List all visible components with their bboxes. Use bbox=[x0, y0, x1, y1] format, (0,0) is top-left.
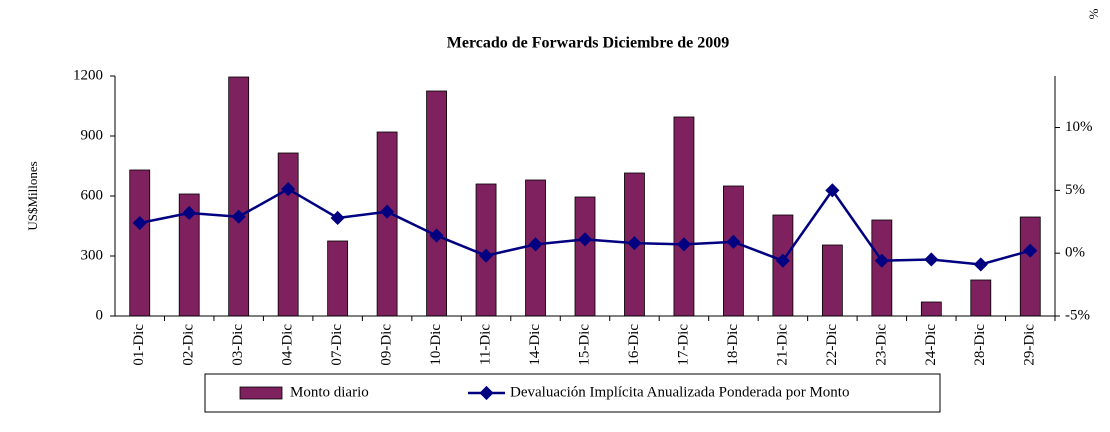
marker bbox=[577, 232, 593, 247]
marker bbox=[1023, 243, 1038, 258]
y2-tick-label: 0% bbox=[1065, 245, 1085, 261]
y-tick-label: 0 bbox=[96, 307, 104, 323]
legend-swatch bbox=[239, 386, 283, 400]
x-tick-label: 11-Dic bbox=[477, 324, 493, 365]
bar bbox=[129, 169, 151, 317]
legend-box bbox=[204, 373, 941, 413]
x-tick-label: 16-Dic bbox=[626, 324, 642, 366]
marker bbox=[281, 182, 296, 197]
bar bbox=[920, 301, 942, 317]
marker bbox=[726, 234, 741, 249]
marker bbox=[429, 228, 444, 243]
marker bbox=[627, 236, 642, 251]
x-tick-label: 03-Dic bbox=[230, 324, 246, 366]
y2-tick-label: -5% bbox=[1065, 307, 1090, 323]
x-tick-label: 28-Dic bbox=[972, 324, 988, 366]
x-tick-label: 29-Dic bbox=[1022, 324, 1038, 366]
marker bbox=[924, 252, 939, 267]
bar bbox=[277, 152, 299, 317]
legend-marker bbox=[479, 385, 494, 401]
x-tick-label: 09-Dic bbox=[379, 324, 395, 366]
marker bbox=[676, 237, 692, 252]
marker bbox=[973, 257, 988, 272]
marker bbox=[528, 237, 543, 252]
y-tick-label: 900 bbox=[81, 127, 104, 143]
x-tick-label: 22-Dic bbox=[824, 324, 840, 366]
x-tick-label: 10-Dic bbox=[428, 324, 444, 366]
marker bbox=[874, 253, 889, 268]
bar bbox=[723, 185, 744, 317]
x-tick-label: 18-Dic bbox=[725, 324, 741, 366]
bar bbox=[327, 240, 349, 317]
legend-label: Monto diario bbox=[290, 384, 369, 400]
marker bbox=[330, 210, 345, 226]
x-tick-label: 17-Dic bbox=[675, 324, 691, 366]
y-tick-label: 600 bbox=[81, 187, 104, 203]
x-tick-label: 07-Dic bbox=[329, 324, 345, 366]
x-tick-label: 02-Dic bbox=[181, 324, 197, 366]
bar bbox=[426, 90, 447, 317]
marker bbox=[825, 183, 840, 198]
y2-tick-label: 5% bbox=[1065, 182, 1085, 198]
x-tick-label: 14-Dic bbox=[527, 324, 543, 366]
bar bbox=[228, 76, 250, 317]
y2-tick-label: 10% bbox=[1065, 119, 1093, 135]
marker bbox=[478, 248, 494, 263]
legend-label: Devaluación Implícita Anualizada Pondera… bbox=[510, 384, 849, 400]
bar bbox=[1019, 216, 1041, 317]
y-axis-label: US$Millones bbox=[25, 161, 40, 230]
marker bbox=[775, 253, 790, 268]
y2-axis-label: % bbox=[1086, 8, 1101, 19]
x-tick-label: 24-Dic bbox=[923, 324, 939, 366]
marker bbox=[380, 204, 395, 219]
bar bbox=[871, 219, 893, 317]
x-tick-label: 23-Dic bbox=[873, 324, 889, 366]
chart-title: Mercado de Forwards Diciembre de 2009 bbox=[447, 35, 729, 52]
x-tick-label: 01-Dic bbox=[131, 324, 147, 366]
bar bbox=[821, 244, 843, 317]
marker bbox=[132, 215, 147, 231]
x-tick-label: 04-Dic bbox=[280, 324, 296, 366]
bar bbox=[970, 279, 992, 317]
x-tick-label: 15-Dic bbox=[576, 324, 592, 366]
bar bbox=[376, 131, 398, 317]
y-tick-label: 300 bbox=[81, 247, 104, 263]
marker bbox=[182, 205, 197, 221]
marker bbox=[231, 209, 246, 224]
bar bbox=[574, 196, 596, 317]
x-tick-label: 21-Dic bbox=[774, 324, 790, 366]
bar bbox=[673, 116, 695, 317]
y-tick-label: 1200 bbox=[73, 67, 103, 83]
